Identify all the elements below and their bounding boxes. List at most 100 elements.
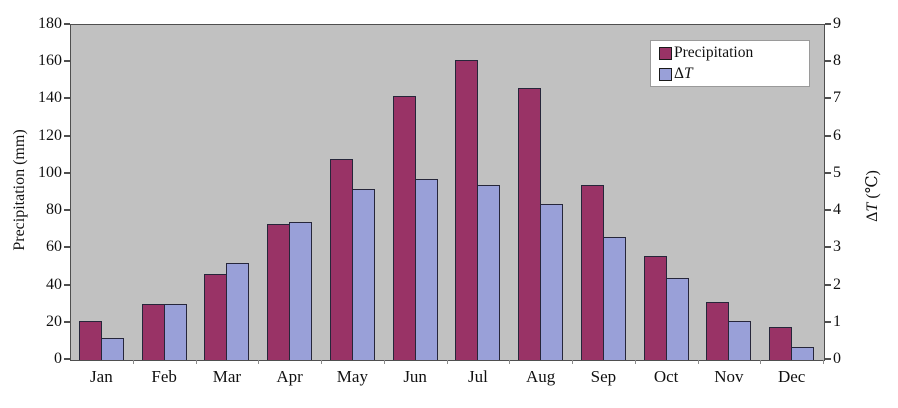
right-axis-tick-mark <box>825 320 831 323</box>
bar-delta-t <box>477 185 501 360</box>
bar-precipitation <box>706 302 730 360</box>
legend-label-precipitation: Precipitation <box>674 44 754 61</box>
bar-precipitation <box>141 304 165 360</box>
bar-group <box>384 24 447 360</box>
x-axis-tick-mark <box>509 360 511 364</box>
x-axis-label: Feb <box>151 367 177 386</box>
legend-label-delta-t: ΔT <box>674 65 693 83</box>
bar-precipitation <box>267 224 291 360</box>
bar-delta-t <box>540 203 564 360</box>
x-axis-label: Oct <box>653 367 679 386</box>
legend-t-symbol: T <box>683 65 693 82</box>
left-axis-tick-mark <box>64 134 70 137</box>
right-axis-tick-label: 4 <box>833 201 841 219</box>
x-axis-tick-mark <box>446 360 448 364</box>
legend-delta-symbol: Δ <box>674 65 684 82</box>
x-axis-tick-mark <box>697 360 699 364</box>
bar-group <box>258 24 321 360</box>
bar-delta-t <box>414 179 438 360</box>
left-axis-tick-mark <box>64 246 70 249</box>
left-axis-tick-label: 140 <box>38 89 62 107</box>
x-axis-label: Apr <box>276 367 303 386</box>
right-axis-tick-mark <box>825 60 831 63</box>
bar-delta-t <box>100 337 124 360</box>
bar-group <box>196 24 259 360</box>
bar-delta-t <box>163 304 187 360</box>
right-axis-tick-mark <box>825 246 831 249</box>
right-axis-tick-label: 9 <box>833 15 841 32</box>
right-axis-tick-label: 3 <box>833 238 841 256</box>
left-axis-tick-label: 100 <box>38 163 62 181</box>
bar-group <box>133 24 196 360</box>
bar-delta-t <box>351 188 375 360</box>
left-axis-tick-label: 120 <box>38 126 62 144</box>
bar-group <box>635 24 698 360</box>
x-axis-label: Sep <box>590 367 617 386</box>
left-axis-tick-mark <box>64 23 70 25</box>
bar-delta-t <box>728 320 752 360</box>
x-axis-tick-mark <box>132 360 134 364</box>
left-axis-tick-label: 40 <box>46 275 62 293</box>
x-axis-tick-mark <box>383 360 385 364</box>
right-axis-tick-mark <box>825 23 831 25</box>
right-axis-tick-label: 2 <box>833 275 841 293</box>
delta-t-swatch-icon <box>659 67 672 81</box>
bar-group <box>509 24 572 360</box>
legend-item-precipitation: Precipitation <box>659 44 809 62</box>
right-axis-tick-label: 1 <box>833 312 841 330</box>
bar-group <box>70 24 133 360</box>
left-axis-tick-mark <box>64 60 70 63</box>
bar-group <box>572 24 635 360</box>
bar-group <box>447 24 510 360</box>
bar-precipitation <box>580 185 604 360</box>
left-axis-tick-label: 180 <box>38 15 62 32</box>
right-axis-tick-label: 0 <box>833 350 841 367</box>
left-axis-title: Precipitation (mm) <box>11 129 29 250</box>
right-axis-tick-mark <box>825 134 831 137</box>
right-axis-tick-label: 6 <box>833 126 841 144</box>
right-axis-tick-label: 5 <box>833 163 841 181</box>
bar-precipitation <box>392 95 416 360</box>
right-axis-tick-mark <box>825 171 831 174</box>
bar-delta-t <box>602 237 626 360</box>
bar-precipitation <box>518 88 542 360</box>
legend: Precipitation ΔT <box>650 40 810 87</box>
x-axis-tick-mark <box>195 360 197 364</box>
x-axis-label: Dec <box>777 367 806 386</box>
x-axis-tick-mark <box>760 360 762 364</box>
left-axis-tick-mark <box>64 358 70 360</box>
left-axis-tick-mark <box>64 171 70 174</box>
left-axis-tick-label: 160 <box>38 52 62 70</box>
bar-group <box>698 24 761 360</box>
left-axis-tick-mark <box>64 320 70 323</box>
bar-delta-t <box>226 263 250 360</box>
left-axis-tick-mark <box>64 283 70 286</box>
bar-precipitation <box>78 320 102 360</box>
x-axis-label: Jul <box>467 367 488 386</box>
left-axis-tick-mark <box>64 209 70 212</box>
bar-precipitation <box>204 274 228 360</box>
x-axis-label: Aug <box>525 367 556 386</box>
bar-precipitation <box>455 60 479 360</box>
right-axis-tick-mark <box>825 283 831 286</box>
bar-precipitation <box>643 255 667 360</box>
right-axis-tick-label: 7 <box>833 89 841 107</box>
bar-delta-t <box>665 278 689 360</box>
left-axis-tick-label: 20 <box>46 312 62 330</box>
x-axis-label: Nov <box>714 367 744 386</box>
left-axis-title-text: Precipitation (mm) <box>11 129 28 251</box>
bar-group <box>760 24 823 360</box>
bar-precipitation <box>329 159 353 360</box>
right-axis-tick-mark <box>825 209 831 212</box>
precipitation-swatch-icon <box>659 46 672 60</box>
bar-delta-t <box>289 222 313 360</box>
right-axis-tick-mark <box>825 358 831 360</box>
x-axis-tick-mark <box>823 360 824 364</box>
x-axis-tick-mark <box>321 360 322 364</box>
left-axis-tick-label: 60 <box>46 238 62 256</box>
right-axis-tick-mark <box>825 97 831 100</box>
x-axis-label: Mar <box>212 367 242 386</box>
bar-group <box>321 24 384 360</box>
x-axis-tick-mark <box>258 360 260 364</box>
bar-precipitation <box>769 326 793 360</box>
